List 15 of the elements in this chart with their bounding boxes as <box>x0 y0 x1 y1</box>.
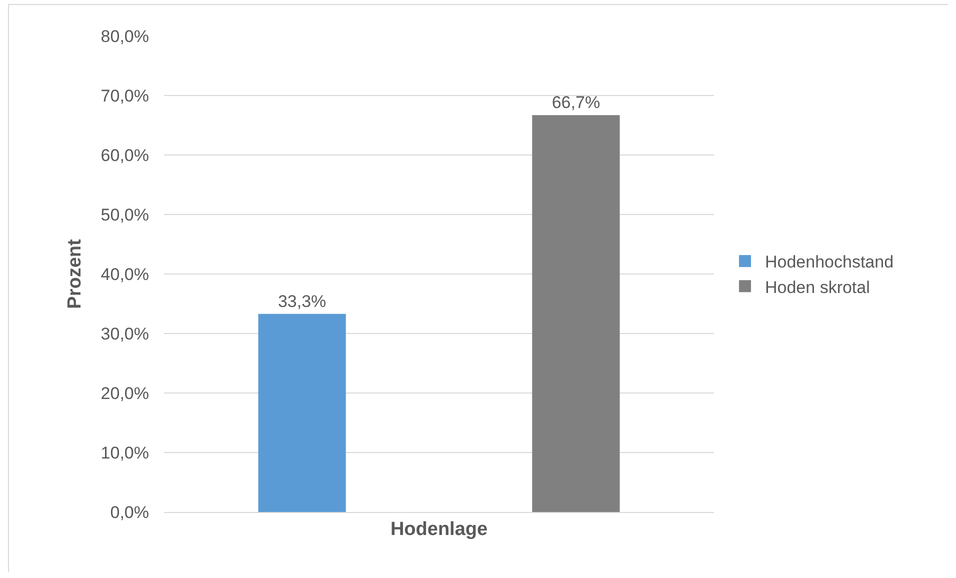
y-tick-label: 10,0% <box>100 443 149 462</box>
legend-label: Hoden skrotal <box>765 278 870 297</box>
y-tick-label: 0,0% <box>110 502 149 522</box>
y-axis-title: Prozent <box>64 238 86 309</box>
y-tick-label: 40,0% <box>100 264 149 284</box>
y-tick-label: 20,0% <box>100 384 149 403</box>
data-label: 33,3% <box>278 292 326 311</box>
y-tick-label: 50,0% <box>100 205 149 224</box>
y-tick-label: 30,0% <box>100 324 149 344</box>
legend-label: Hodenhochstand <box>765 252 894 272</box>
data-label: 66,7% <box>552 93 600 112</box>
y-tick-label: 70,0% <box>100 86 149 106</box>
y-tick-label: 80,0% <box>100 26 149 46</box>
x-axis-title: Hodenlage <box>390 519 488 540</box>
y-tick-label: 60,0% <box>100 146 149 165</box>
